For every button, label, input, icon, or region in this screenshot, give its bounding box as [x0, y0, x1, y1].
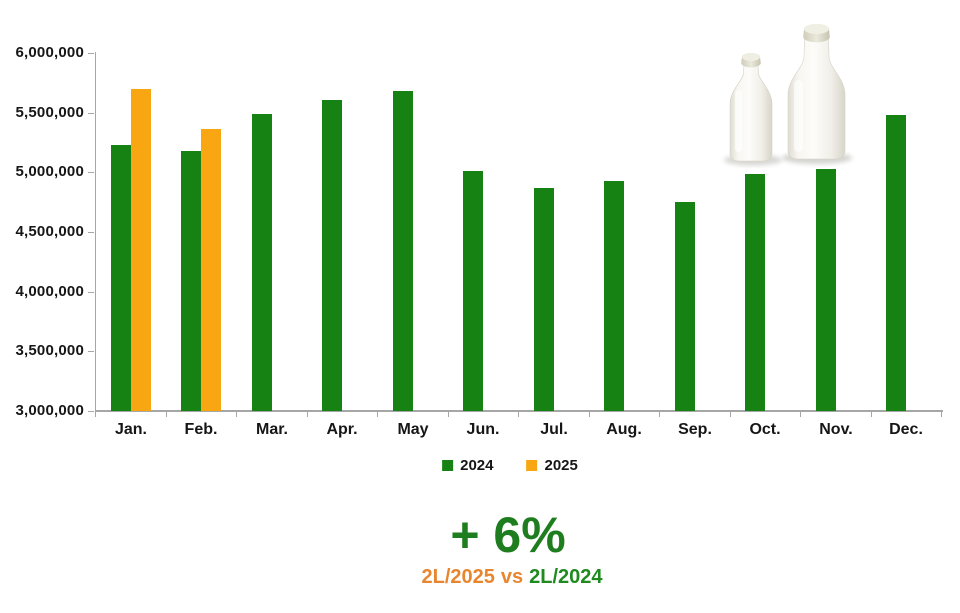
legend-item-2025: 2025	[526, 457, 578, 474]
bar-2024-feb	[181, 151, 201, 411]
bar-2024-aug	[604, 181, 624, 411]
y-axis-line	[95, 52, 96, 412]
bar-chart-plot-area: 3,000,000 3,500,000 4,000,000 4,500,000 5,00…	[15, 44, 943, 438]
x-axis-tick-mark	[448, 411, 449, 417]
y-axis-tick-label: 6,000,000	[15, 44, 84, 61]
bar-2025-feb	[201, 129, 221, 411]
growth-percentage: + 6%	[450, 507, 566, 563]
bar-2024-may	[393, 91, 413, 411]
legend-swatch-2024	[442, 460, 454, 471]
x-axis-tick-mark	[236, 411, 237, 417]
legend-swatch-2025	[526, 460, 538, 471]
y-axis-tick-label: 3,500,000	[15, 342, 84, 360]
x-axis-tick-mark	[730, 411, 731, 417]
comparison-right-label: 2L/2024	[529, 566, 603, 588]
x-axis-tick-mark	[871, 411, 872, 417]
y-axis-tick-label: 5,000,000	[15, 163, 84, 181]
legend-item-2024: 2024	[442, 457, 494, 474]
bar-2025-jan	[131, 89, 151, 411]
y-axis-tick-mark	[88, 53, 94, 54]
comparison-left-label: 2L/2025	[421, 566, 495, 588]
bar-2024-oct	[745, 174, 765, 411]
x-axis-label: Feb.	[184, 421, 218, 438]
y-axis-tick-mark	[88, 172, 94, 173]
milk-bottles-icon	[724, 24, 852, 166]
comparison-vs-label: vs	[500, 566, 524, 588]
legend-label: 2025	[544, 457, 578, 474]
x-axis-tick-mark	[589, 411, 590, 417]
x-axis-label: Nov.	[819, 421, 853, 438]
bar-2024-sep	[675, 202, 695, 411]
bar-2024-nov	[816, 169, 836, 411]
y-axis-tick-label: 3,000,000	[15, 402, 84, 419]
bar-2024-dec	[886, 115, 906, 411]
x-axis-label: Jun.	[466, 421, 500, 438]
legend-label: 2024	[460, 457, 494, 474]
comparison-caption: 2L/2025 vs 2L/2024	[418, 566, 605, 589]
bar-2024-jan	[111, 145, 131, 411]
bar-2024-jul	[534, 188, 554, 411]
x-axis-label: May	[397, 421, 429, 438]
x-axis-tick-mark	[95, 411, 96, 417]
x-axis-label: Jul.	[540, 421, 568, 438]
x-axis-tick-mark	[166, 411, 167, 417]
y-axis-tick-label: 5,500,000	[15, 103, 84, 121]
y-axis-tick-mark	[88, 232, 94, 233]
x-axis-tick-mark	[307, 411, 308, 417]
x-axis-label: Jan.	[114, 421, 147, 438]
x-axis-label: Dec.	[889, 421, 923, 438]
bar-2024-apr	[322, 100, 342, 411]
y-axis-tick-mark	[88, 292, 94, 293]
x-axis-label: Apr.	[326, 421, 358, 438]
bar-2024-mar	[252, 114, 272, 411]
y-axis-tick-mark	[88, 411, 94, 412]
y-axis-tick-mark	[88, 113, 94, 114]
bar-2024-jun	[463, 171, 483, 411]
x-axis-tick-mark	[377, 411, 378, 417]
y-axis-tick-label: 4,000,000	[15, 282, 84, 300]
x-axis-tick-mark	[518, 411, 519, 417]
x-axis-label: Aug.	[606, 421, 642, 438]
x-axis-label: Oct.	[749, 421, 781, 438]
x-axis-label: Mar.	[255, 421, 288, 438]
y-axis-tick-mark	[88, 351, 94, 352]
x-axis-tick-mark	[941, 411, 942, 417]
x-axis-line	[95, 410, 943, 412]
x-axis-tick-mark	[659, 411, 660, 417]
x-axis-tick-mark	[800, 411, 801, 417]
y-axis-tick-label: 4,500,000	[15, 223, 84, 240]
x-axis-label: Sep.	[678, 421, 712, 438]
chart-legend: 2024 2025	[442, 457, 578, 474]
